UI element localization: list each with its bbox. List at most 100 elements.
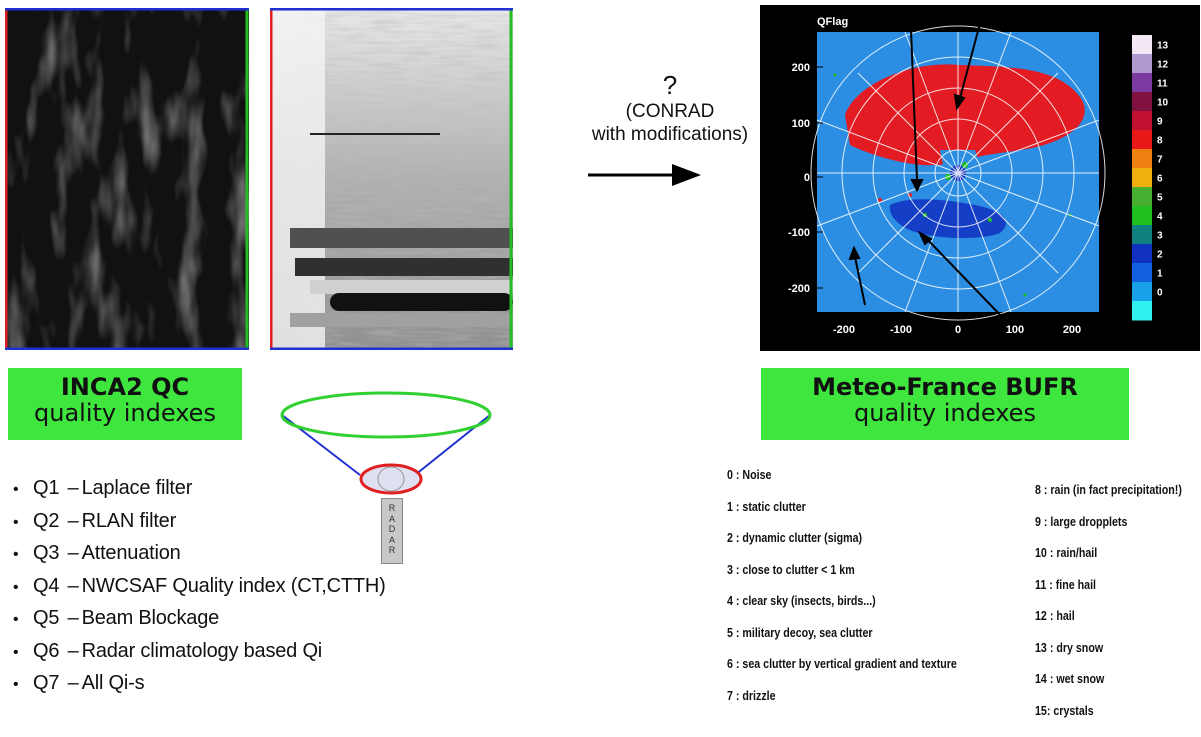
y-tick-label: -100 [788,227,810,239]
quality-index-item-q5: Q5 –Beam Blockage [10,608,386,641]
colorbar-swatch [1132,301,1152,321]
legend-entry: 14 : wet snow [1035,671,1105,686]
colorbar-label: 7 [1157,155,1163,166]
quality-index-id: Q1 [33,477,60,499]
conversion-label: ? (CONRAD with modifications) [570,70,770,146]
colorbar-label: 4 [1157,212,1163,223]
legend-entry: 8 : rain (in fact precipitation!) [1035,482,1182,497]
colorbar-swatch [1132,225,1152,245]
quality-index-text: Laplace filter [81,477,193,499]
legend-entry: 4 : clear sky (insects, birds...) [727,593,876,608]
quality-index-dash: – [67,574,79,597]
legend-right-column: 8 : rain (in fact precipitation!) 9 : lar… [1035,482,1182,734]
legend-entry: 2 : dynamic clutter (sigma) [727,530,863,545]
colorbar-swatch [1132,187,1152,207]
meteofrance-title: Meteo-France BUFR [812,373,1078,401]
meteofrance-title-box: Meteo-France BUFR quality indexes [761,368,1129,440]
x-tick-label: 200 [1063,324,1081,336]
legend-entry: 3 : close to clutter < 1 km [727,561,855,577]
legend-entry: 6 : sea clutter by vertical gradient and… [727,656,957,671]
colorbar-label: 6 [1157,174,1163,185]
meteofrance-legend-panel [720,455,1201,725]
colorbar-swatch [1132,168,1152,188]
quality-index-text: NWCSAF Quality index (CT,CTTH) [81,574,386,597]
x-tick-label: -200 [833,324,855,336]
modifications-line: with modifications) [591,124,749,145]
quality-index-id: Q7 [33,672,60,694]
colorbar-label: 1 [1157,269,1163,280]
legend-left-column: 0 : Noise 1 : static clutter 2 : dynamic c… [727,467,957,719]
inca2-title: INCA2 QC [60,373,190,401]
colorbar-label: 2 [1157,250,1163,261]
colorbar-label: 8 [1157,136,1163,147]
legend-entry: 10 : rain/hail [1035,545,1098,560]
y-tick-label: 100 [792,118,810,130]
quality-index-dash: – [67,607,79,629]
quality-index-item-q6: Q6 –Radar climatology based Qi [10,641,386,674]
colorbar-label: 11 [1157,79,1168,90]
legend-entry: 12 : hail [1035,608,1075,623]
meteofrance-subtitle: quality indexes [854,399,1036,428]
colorbar-label: 0 [1157,288,1163,299]
qi-image-dark [5,8,249,350]
quality-index-id: Q2 [33,509,60,532]
quality-index-dash: – [67,509,79,532]
colorbar-swatch [1132,263,1152,283]
x-tick-label: 0 [955,324,961,336]
plot-title: QFlag [817,16,848,28]
quality-index-text: Radar climatology based Qi [81,639,323,662]
colorbar-label: 5 [1157,193,1163,204]
colorbar-swatch [1132,282,1152,302]
inca2-quality-index-list: Q1 –Laplace filterQ2 –RLAN filterQ3 –Att… [10,478,386,706]
quality-index-item-q1: Q1 –Laplace filter [10,478,386,511]
quality-index-text: RLAN filter [81,509,177,532]
colorbar-label: 3 [1157,231,1163,242]
inca2-subtitle: quality indexes [34,399,216,428]
colorbar-label: 10 [1157,98,1169,109]
colorbar-label: 12 [1157,60,1169,71]
legend-entry: 0 : Noise [727,467,772,482]
quality-index-item-q2: Q2 –RLAN filter [10,511,386,544]
quality-index-id: Q4 [33,574,60,597]
legend-entry: 9 : large dropplets [1035,513,1128,529]
quality-index-id: Q3 [33,542,60,564]
quality-index-dash: – [67,672,79,694]
qflag-plot: QFlag 200 100 0 -100 -200 -200 -100 0 100 200 13… [760,4,1200,351]
right-arrow-icon [588,164,701,186]
y-tick-label: -200 [788,283,810,295]
colorbar-swatch [1132,92,1152,112]
question-mark: ? [662,70,678,100]
quality-index-text: All Qi-s [81,672,145,694]
x-tick-label: 100 [1006,324,1024,336]
x-tick-label: -100 [890,324,912,336]
legend-entry: 1 : static clutter [727,498,806,514]
colorbar-swatch [1132,35,1152,55]
quality-index-item-q3: Q3 –Attenuation [10,543,386,576]
quality-index-dash: – [67,542,79,564]
conrad-line: (CONRAD [625,101,715,122]
colorbar-swatch [1132,54,1152,74]
colorbar-swatch [1132,149,1152,169]
quality-index-id: Q6 [33,639,60,662]
colorbar-swatch [1132,206,1152,226]
colorbar-label: 13 [1157,41,1169,52]
colorbar-swatch [1132,130,1152,150]
legend-entry: 13 : dry snow [1035,639,1104,655]
inca2-title-box: INCA2 QC quality indexes [8,368,242,440]
qi-image-gray [270,8,513,350]
colorbar-swatch [1132,111,1152,131]
quality-index-dash: – [67,639,79,662]
colorbar-label: 9 [1157,117,1163,128]
y-tick-label: 200 [792,62,810,74]
quality-index-dash: – [67,477,79,499]
quality-index-text: Attenuation [81,542,181,564]
quality-index-id: Q5 [33,607,60,629]
quality-index-item-q7: Q7 –All Qi-s [10,673,386,706]
legend-entry: 15: crystals [1035,702,1094,718]
colorbar-swatch [1132,73,1152,93]
legend-entry: 5 : military decoy, sea clutter [727,624,873,640]
quality-index-item-q4: Q4 –NWCSAF Quality index (CT,CTTH) [10,576,386,609]
legend-entry: 7 : drizzle [727,687,776,703]
legend-entry: 11 : fine hail [1035,576,1097,592]
quality-index-text: Beam Blockage [81,607,220,629]
